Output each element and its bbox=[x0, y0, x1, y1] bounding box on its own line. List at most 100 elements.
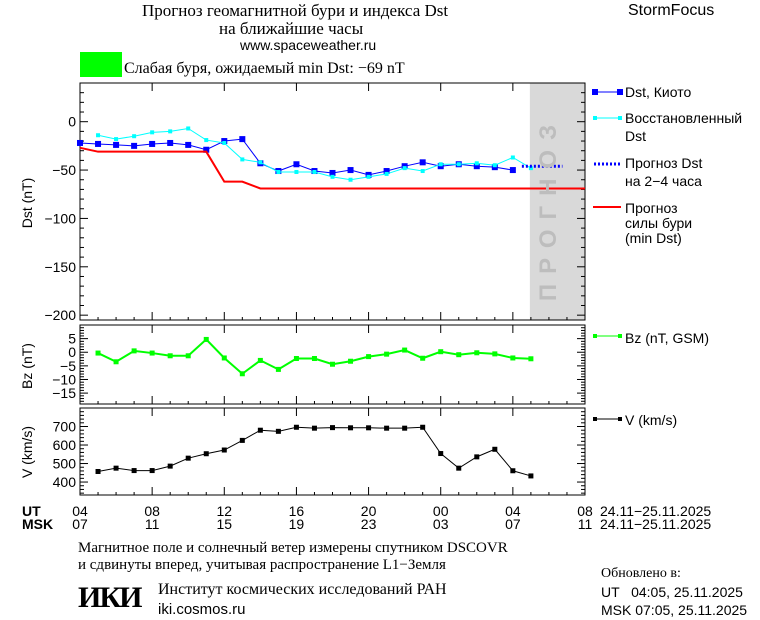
v-axis-label: V (km/s) bbox=[19, 426, 35, 478]
data-point bbox=[402, 425, 408, 431]
svg-text:на 2−4 часа: на 2−4 часа bbox=[625, 173, 702, 189]
data-point bbox=[221, 355, 227, 361]
forecast-region bbox=[529, 83, 585, 320]
data-point bbox=[150, 130, 155, 135]
storm-level-indicator bbox=[80, 52, 122, 77]
data-point bbox=[203, 146, 210, 153]
data-point bbox=[239, 437, 245, 443]
data-point bbox=[275, 366, 281, 372]
data-point bbox=[492, 163, 497, 168]
data-point bbox=[293, 424, 299, 430]
data-point bbox=[311, 425, 317, 431]
data-point bbox=[77, 139, 83, 146]
y-tick-label: −10 bbox=[52, 371, 76, 387]
data-point bbox=[509, 167, 516, 174]
data-point bbox=[384, 425, 390, 431]
msk-tick-label: 19 bbox=[289, 516, 305, 532]
y-tick-label: −50 bbox=[52, 162, 76, 178]
data-point bbox=[420, 424, 426, 430]
data-point bbox=[132, 134, 137, 139]
data-point bbox=[276, 169, 281, 174]
msk-tick-label: 11 bbox=[578, 516, 593, 532]
storm-status-text: Слабая буря, ожидаемый min Dst: −69 nT bbox=[124, 60, 405, 77]
data-point bbox=[492, 446, 498, 452]
data-point bbox=[347, 167, 354, 174]
data-point bbox=[330, 174, 335, 179]
data-point bbox=[293, 161, 300, 168]
data-point bbox=[203, 451, 209, 457]
ut-tick-label: 08 bbox=[144, 503, 160, 519]
data-point bbox=[149, 468, 155, 474]
data-point bbox=[366, 174, 371, 179]
legend-v: V (km/s) bbox=[625, 412, 677, 428]
ut-tick-label: 20 bbox=[361, 503, 377, 519]
msk-tick-label: 11 bbox=[145, 516, 160, 532]
data-point bbox=[438, 162, 443, 167]
institute-name: Институт космических исследований РАН bbox=[158, 581, 447, 598]
y-tick-label: 0 bbox=[68, 114, 76, 130]
data-point bbox=[528, 166, 533, 171]
updated-ut: UT 04:05, 25.11.2025 bbox=[601, 584, 743, 600]
data-point bbox=[528, 473, 534, 479]
data-point bbox=[348, 177, 353, 182]
data-point bbox=[456, 352, 462, 358]
y-tick-label: 400 bbox=[53, 474, 77, 490]
forecast-band-label: ПРОГНОЗ bbox=[535, 115, 562, 301]
bz-axis-label: Bz (nT) bbox=[19, 343, 35, 389]
legend-dst-restored: Восстановленный bbox=[625, 110, 742, 126]
data-point bbox=[492, 351, 498, 357]
data-point bbox=[185, 353, 191, 359]
data-point bbox=[131, 142, 138, 149]
legend-storm-forecast: Прогноз bbox=[625, 200, 678, 216]
ut-tick-label: 08 bbox=[577, 503, 593, 519]
data-point bbox=[239, 371, 245, 377]
data-point bbox=[384, 351, 390, 357]
data-point bbox=[293, 356, 299, 362]
data-point bbox=[131, 348, 137, 354]
measurement-note-line1: Магнитное поле и солнечный ветер измерен… bbox=[78, 540, 508, 556]
svg-text:Dst: Dst bbox=[625, 128, 646, 144]
chart-title: Прогноз геомагнитной бури и индекса Dst bbox=[142, 1, 449, 20]
data-point bbox=[222, 140, 227, 145]
data-point bbox=[330, 361, 335, 367]
data-point bbox=[402, 347, 408, 353]
data-point bbox=[114, 137, 119, 142]
legend-dst-forecast: Прогноз Dst bbox=[625, 155, 703, 171]
data-point bbox=[473, 163, 480, 170]
data-point bbox=[348, 358, 354, 364]
data-point bbox=[474, 350, 480, 356]
data-point bbox=[528, 356, 534, 362]
data-point bbox=[510, 468, 516, 474]
updated-label: Обновлено в: bbox=[601, 566, 681, 581]
data-point bbox=[312, 169, 317, 174]
legend-dst-kyoto: Dst, Киото bbox=[625, 84, 691, 100]
updated-msk: MSK 07:05, 25.11.2025 bbox=[601, 602, 748, 618]
data-point bbox=[167, 139, 174, 146]
data-point bbox=[113, 141, 120, 148]
data-point bbox=[366, 425, 372, 431]
site-url[interactable]: www.spaceweather.ru bbox=[240, 37, 377, 53]
data-point bbox=[95, 468, 101, 474]
plot-frame bbox=[79, 82, 586, 321]
ut-tick-label: 04 bbox=[505, 503, 521, 519]
data-point bbox=[258, 160, 263, 165]
ut-tick-label: 04 bbox=[72, 503, 88, 519]
data-point bbox=[149, 350, 155, 356]
msk-tick-label: 15 bbox=[216, 516, 232, 532]
ut-axis-label: UT bbox=[22, 503, 41, 519]
data-point bbox=[420, 355, 426, 361]
institute-url[interactable]: iki.cosmos.ru bbox=[158, 601, 246, 618]
data-point bbox=[131, 468, 137, 474]
plot-frame bbox=[79, 407, 586, 496]
msk-tick-label: 23 bbox=[361, 516, 377, 532]
msk-tick-label: 07 bbox=[72, 516, 88, 532]
y-tick-label: 700 bbox=[53, 419, 77, 435]
series-line-0-3 bbox=[79, 146, 585, 190]
series-line-2-0 bbox=[97, 426, 532, 477]
data-point bbox=[239, 136, 246, 143]
measurement-note-line2: и сдвинуты вперед, учитывая распростране… bbox=[78, 557, 446, 573]
dst-axis-label: Dst (nT) bbox=[19, 178, 35, 229]
data-point bbox=[329, 169, 336, 176]
y-tick-label: −15 bbox=[52, 385, 76, 401]
